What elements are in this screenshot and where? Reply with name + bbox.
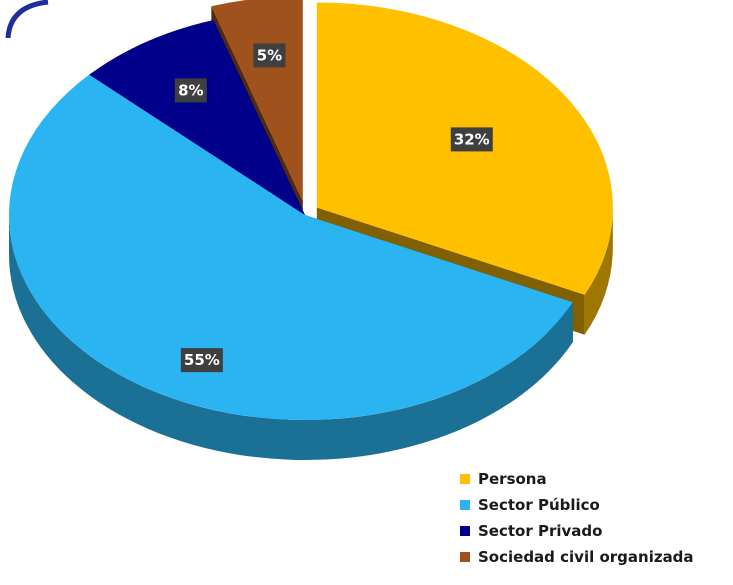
legend-swatch-sector-publico xyxy=(460,500,470,510)
chart-legend: Persona Sector Público Sector Privado So… xyxy=(460,466,694,570)
legend-swatch-persona xyxy=(460,474,470,484)
legend-label: Sector Privado xyxy=(478,522,603,540)
data-label-sociedad-civil-organizada: 5% xyxy=(253,43,286,68)
svg-text:5%: 5% xyxy=(257,46,282,64)
legend-item-persona: Persona xyxy=(460,466,694,492)
legend-item-sociedad-civil: Sociedad civil organizada xyxy=(460,544,694,570)
legend-label: Sociedad civil organizada xyxy=(478,548,694,566)
svg-text:8%: 8% xyxy=(178,81,203,99)
pie-slice-sector-publico xyxy=(8,74,573,421)
logo-fragment xyxy=(5,0,49,39)
pie-slice-sector-privado xyxy=(89,20,306,215)
data-label-sector-privado: 8% xyxy=(174,78,207,103)
legend-label: Persona xyxy=(478,470,547,488)
legend-label: Sector Público xyxy=(478,496,600,514)
svg-text:32%: 32% xyxy=(454,130,490,148)
svg-text:55%: 55% xyxy=(184,351,220,369)
legend-item-sector-publico: Sector Público xyxy=(460,492,694,518)
pie-side-persona xyxy=(584,207,613,335)
legend-swatch-sociedad-civil xyxy=(460,552,470,562)
legend-item-sector-privado: Sector Privado xyxy=(460,518,694,544)
data-label-sector-publico: 55% xyxy=(180,348,223,373)
pie-side-sector-publico xyxy=(9,215,573,460)
data-label-persona: 32% xyxy=(450,127,493,152)
legend-swatch-sector-privado xyxy=(460,526,470,536)
